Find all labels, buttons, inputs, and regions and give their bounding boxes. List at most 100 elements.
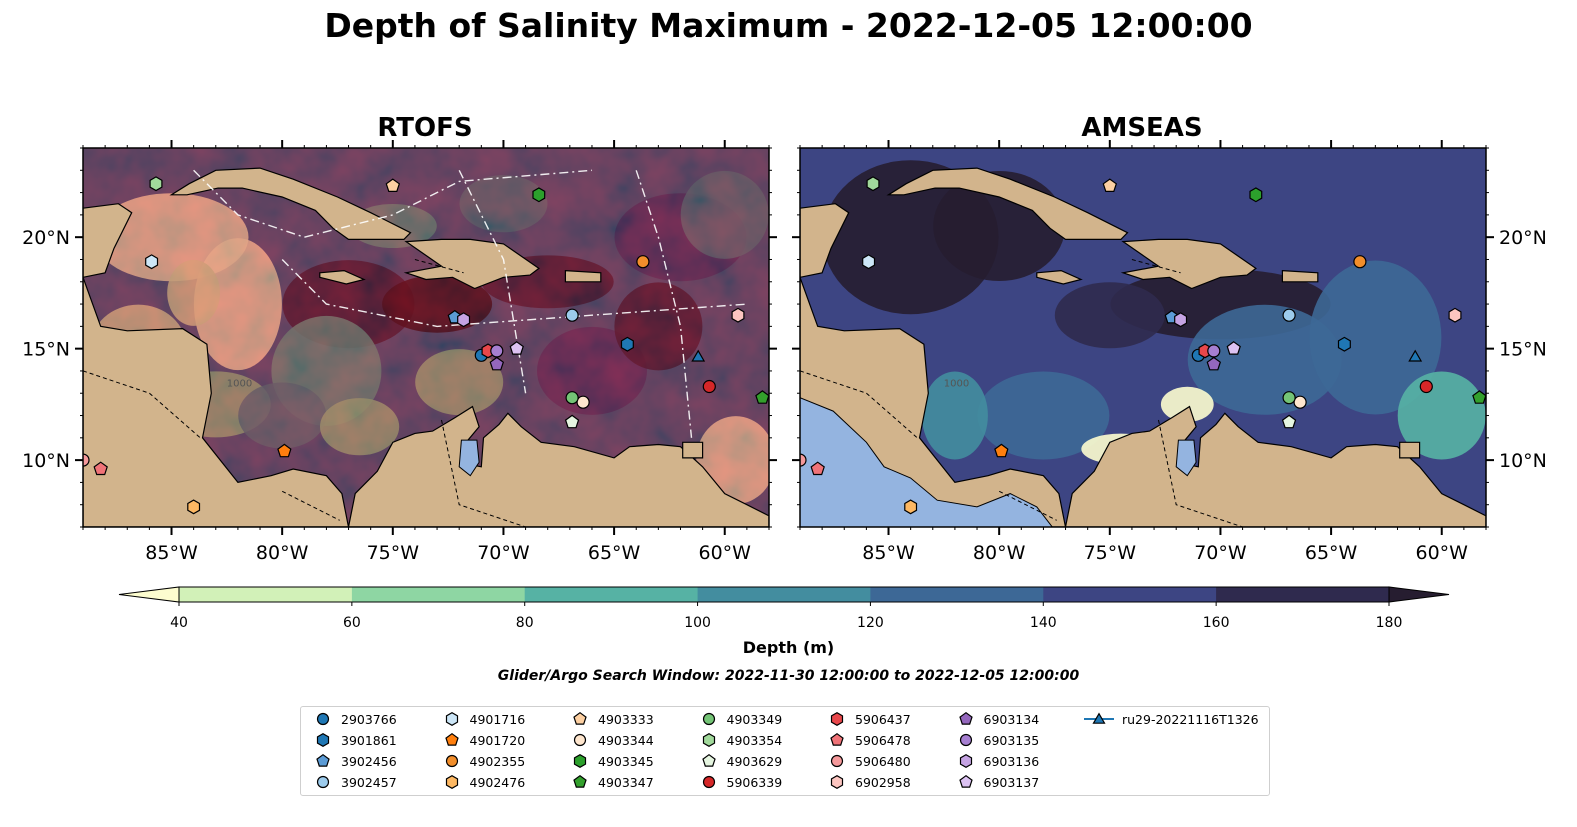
float-marker-6903134 <box>489 356 505 371</box>
legend-marker-hexagon-icon <box>830 712 844 726</box>
legend-item: 3901861 <box>313 730 397 750</box>
land-jamaica <box>319 269 366 285</box>
float-marker-4903345 <box>532 187 546 203</box>
country-border <box>414 259 464 274</box>
lake-maracaibo <box>458 439 480 477</box>
land-trinidad <box>1399 441 1421 459</box>
colorbar-tick-label: 160 <box>1203 615 1230 631</box>
legend-symbol <box>830 775 844 789</box>
legend-symbol <box>830 754 844 768</box>
legend-label: 4903354 <box>726 732 783 748</box>
country-border <box>998 490 1057 521</box>
legend-symbol <box>958 711 973 725</box>
land-cuba <box>169 167 412 240</box>
legend-marker-pentagon-icon <box>316 753 330 767</box>
legend-marker-triangle-icon <box>1084 712 1114 724</box>
legend-label: 4901716 <box>469 711 526 727</box>
float-marker-4902476 <box>187 499 201 515</box>
float-marker-3901861 <box>1337 336 1351 352</box>
legend-label: 5906480 <box>855 753 911 769</box>
lon-tick-label: 85°W <box>862 542 915 564</box>
depth-patch <box>1309 260 1442 415</box>
legend-item: 4903347 <box>570 772 654 792</box>
legend-marker-pentagon-icon <box>958 711 973 725</box>
legend-item: 4901716 <box>442 709 526 729</box>
colorbar: 40 60 80 100 120 140 160 180 <box>118 586 1450 631</box>
colorbar-segment <box>524 587 699 602</box>
legend-item: 6902958 <box>827 772 911 792</box>
legend-item: 4903629 <box>699 751 783 771</box>
land-jamaica <box>1036 269 1083 285</box>
float-marker-4903344 <box>576 395 590 409</box>
lon-tick-label: 65°W <box>1305 542 1358 564</box>
map-frame <box>82 147 770 528</box>
legend-marker-circle-icon <box>830 754 844 768</box>
float-marker-3902457 <box>565 308 579 322</box>
float-marker-3902457 <box>1282 308 1296 322</box>
lon-tick-label: 60°W <box>1416 542 1469 564</box>
legend-label: 3901861 <box>341 732 397 748</box>
legend-symbol <box>445 775 458 789</box>
lon-tick-label: 65°W <box>588 542 641 564</box>
depth-patch <box>921 371 988 460</box>
legend-item: 6903136 <box>956 751 1039 771</box>
legend-item: 4902355 <box>442 751 526 771</box>
colorbar-segment <box>1216 587 1390 602</box>
legend-label: 4901720 <box>469 732 526 748</box>
legend-marker-hexagon-icon <box>702 733 715 747</box>
legend-label: 4903333 <box>598 711 654 727</box>
legend-item: 5906480 <box>827 751 911 771</box>
legend-marker-circle-icon <box>445 754 458 768</box>
lon-tick-label: 60°W <box>699 542 752 564</box>
legend-label: 4902355 <box>469 753 526 769</box>
country-border <box>83 370 201 439</box>
legend-label: 4903629 <box>726 753 783 769</box>
float-marker-6902958 <box>731 307 745 323</box>
legend-label: 2903766 <box>341 711 397 727</box>
land-south-america <box>347 405 769 527</box>
legend-item: 4902476 <box>442 772 525 792</box>
colorbar-tick-label: 140 <box>1030 615 1057 631</box>
lon-tick-label: 75°W <box>1084 542 1137 564</box>
legend-symbol <box>573 754 587 768</box>
contour-label: 1000 <box>227 379 252 390</box>
country-border <box>281 490 340 521</box>
depth-patch <box>1054 282 1165 349</box>
colorbar-extend-low <box>118 586 180 603</box>
colorbar-segment <box>697 587 871 602</box>
legend-label: 5906437 <box>855 711 911 727</box>
float-marker-4901720 <box>994 443 1009 458</box>
legend-symbol <box>316 753 330 767</box>
legend-item: 2903766 <box>313 709 397 729</box>
map-panel-amseas: 1000 <box>800 148 1486 527</box>
float-marker-4903333 <box>1102 178 1118 192</box>
float-marker-4901720 <box>277 443 292 458</box>
lon-tick-label: 85°W <box>145 542 198 564</box>
eez-boundary <box>458 169 527 394</box>
legend-label: 4903345 <box>598 753 654 769</box>
legend-marker-hexagon-icon <box>573 754 587 768</box>
legend-label: 5906478 <box>855 732 911 748</box>
float-marker-5906339 <box>1419 379 1433 394</box>
lat-tick-label: 20°N <box>22 227 70 249</box>
legend-symbol <box>573 711 587 725</box>
legend-item: 4903354 <box>699 730 783 750</box>
land-central-america <box>83 277 350 527</box>
eez-boundary <box>635 170 693 438</box>
float-marker-3901861 <box>620 336 634 352</box>
legend-symbol <box>445 712 458 726</box>
legend-item: 4903344 <box>570 730 654 750</box>
legend-label: 3902457 <box>341 774 397 790</box>
float-marker-6903137 <box>509 341 524 355</box>
land-yucatan <box>800 203 850 278</box>
legend-item: 6903135 <box>956 730 1039 750</box>
colorbar-tick-label: 40 <box>170 615 188 631</box>
legend-marker-circle-icon <box>702 712 715 726</box>
float-marker-4903347 <box>755 390 769 404</box>
legend-label: 4903347 <box>598 774 654 790</box>
legend-item: 5906437 <box>827 709 911 729</box>
legend-marker-circle-icon <box>702 775 715 789</box>
float-marker-5906480 <box>800 453 807 467</box>
float-marker-4903629 <box>564 414 580 429</box>
float-marker-6903136 <box>457 312 471 328</box>
